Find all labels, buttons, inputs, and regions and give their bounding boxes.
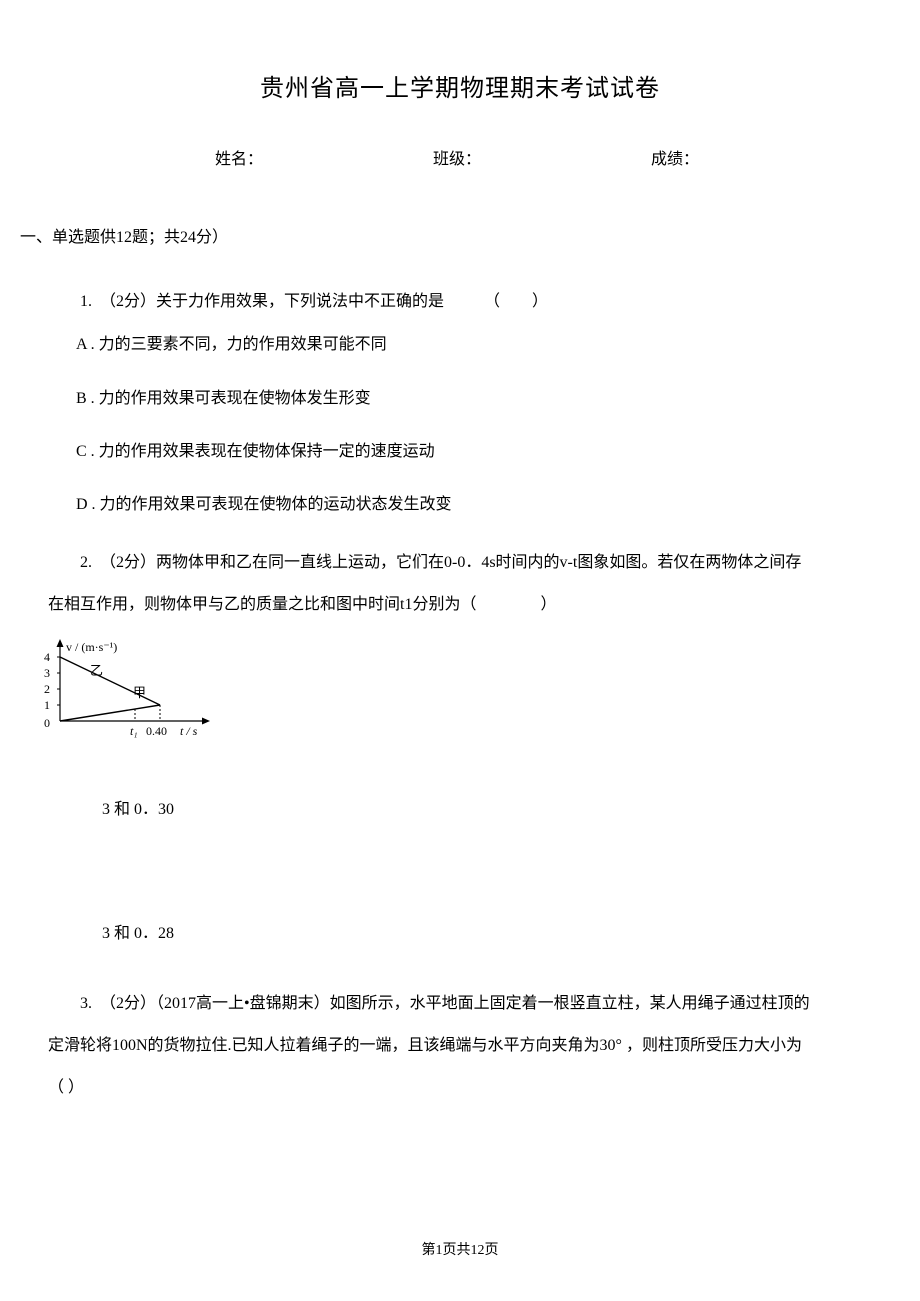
question-3: 3. （2分）（2017高一上•盘锦期末）如图所示，水平地面上固定着一根竖直立柱… bbox=[40, 983, 880, 1108]
q2-stem-line1: 2. （2分）两物体甲和乙在同一直线上运动，它们在0-0．4s时间内的v-t图象… bbox=[48, 542, 880, 584]
page-footer: 第1页共12页 bbox=[0, 1239, 920, 1259]
line-jia-label: 甲 bbox=[133, 685, 146, 700]
name-label: 姓名： bbox=[215, 145, 263, 169]
q3-stem-line2: 定滑轮将100N的货物拉住.已知人拉着绳子的一端，且该绳端与水平方向夹角为30°… bbox=[48, 1025, 880, 1067]
section-1-header: 一、单选题供12题；共24分） bbox=[20, 223, 880, 247]
x-label-ts: t / s bbox=[180, 724, 198, 738]
page-title: 贵州省高一上学期物理期末考试试卷 bbox=[40, 68, 880, 103]
q2-figure: 4 3 2 1 0 v / (m·s⁻¹) 乙 甲 t₁ 0.40 t / s bbox=[40, 635, 880, 755]
q1-option-c: C . 力的作用效果表现在使物体保持一定的速度运动 bbox=[40, 434, 880, 469]
ytick-2: 2 bbox=[44, 682, 50, 696]
q2-answer-2: 3 和 0．28 bbox=[40, 919, 880, 943]
ytick-4: 4 bbox=[44, 650, 50, 664]
info-row: 姓名： 班级： 成绩： bbox=[40, 145, 880, 169]
vt-graph-icon: 4 3 2 1 0 v / (m·s⁻¹) 乙 甲 t₁ 0.40 t / s bbox=[40, 635, 218, 755]
q3-stem-line3: （ ） bbox=[48, 1067, 880, 1109]
x-label-040: 0.40 bbox=[146, 724, 167, 738]
q1-stem: 1. （2分）关于力作用效果，下列说法中不正确的是 （ ） bbox=[40, 283, 880, 321]
q2-answer-1: 3 和 0．30 bbox=[40, 795, 880, 819]
q3-stem-line1: 3. （2分）（2017高一上•盘锦期末）如图所示，水平地面上固定着一根竖直立柱… bbox=[48, 983, 880, 1025]
line-yi-label: 乙 bbox=[90, 663, 103, 678]
q2-stem: 2. （2分）两物体甲和乙在同一直线上运动，它们在0-0．4s时间内的v-t图象… bbox=[40, 542, 880, 625]
class-label: 班级： bbox=[433, 145, 481, 169]
x-label-t1: t₁ bbox=[130, 724, 138, 738]
score-label: 成绩： bbox=[651, 145, 699, 169]
origin-label: 0 bbox=[44, 716, 50, 730]
q1-option-d: D . 力的作用效果可表现在使物体的运动状态发生改变 bbox=[40, 487, 880, 522]
q1-option-b: B . 力的作用效果可表现在使物体发生形变 bbox=[40, 381, 880, 416]
ytick-3: 3 bbox=[44, 666, 50, 680]
y-axis-label: v / (m·s⁻¹) bbox=[66, 640, 117, 654]
q3-stem: 3. （2分）（2017高一上•盘锦期末）如图所示，水平地面上固定着一根竖直立柱… bbox=[40, 983, 880, 1108]
q2-stem-line2: 在相互作用，则物体甲与乙的质量之比和图中时间t1分别为（ ） bbox=[48, 584, 880, 626]
ytick-1: 1 bbox=[44, 698, 50, 712]
question-1: 1. （2分）关于力作用效果，下列说法中不正确的是 （ ） A . 力的三要素不… bbox=[40, 283, 880, 522]
q1-option-a: A . 力的三要素不同，力的作用效果可能不同 bbox=[40, 327, 880, 362]
question-2: 2. （2分）两物体甲和乙在同一直线上运动，它们在0-0．4s时间内的v-t图象… bbox=[40, 542, 880, 943]
